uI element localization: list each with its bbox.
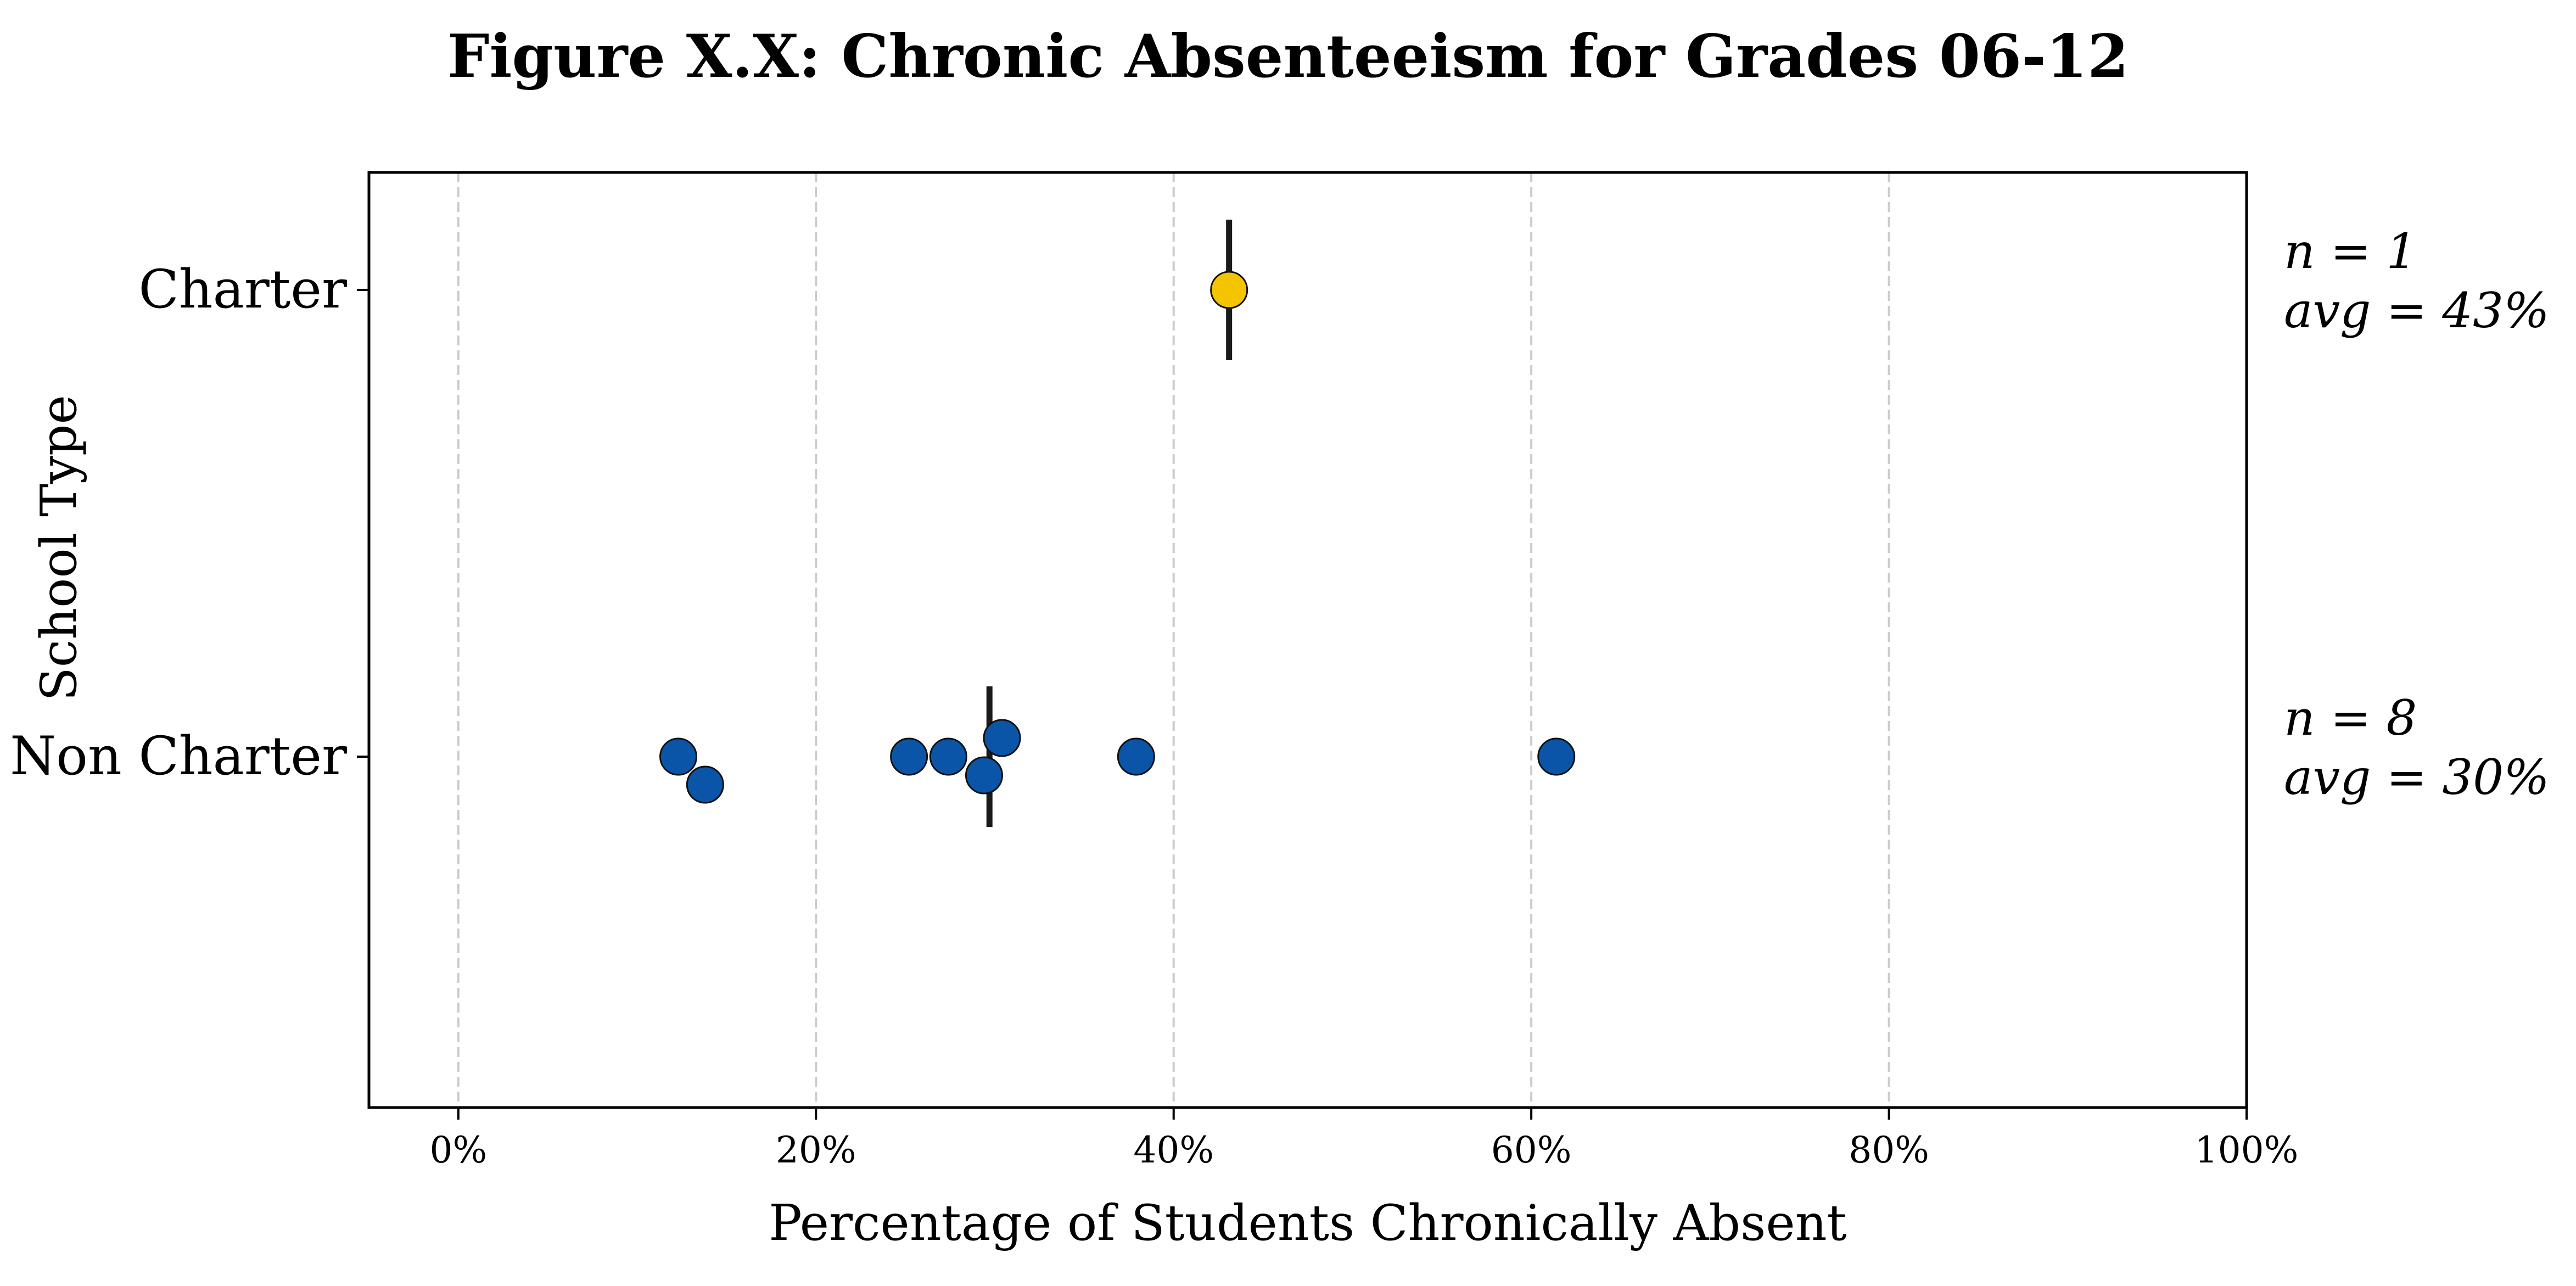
data-point (659, 737, 697, 776)
data-points (659, 271, 1576, 804)
data-point (1537, 737, 1576, 776)
x-axis-ticks: 0% 20% 40% 60% 80% 100% (429, 1108, 2298, 1171)
x-axis-label: Percentage of Students Chronically Absen… (769, 1194, 1846, 1252)
count-annotation: n = 1 (2284, 223, 2417, 279)
count-annotation: n = 8 (2284, 690, 2417, 746)
data-point (890, 737, 928, 776)
y-tick-label: Non Charter (10, 725, 347, 787)
mean-markers (986, 220, 1233, 827)
y-axis-ticks: Charter Non Charter (10, 259, 369, 787)
data-point (1210, 271, 1248, 309)
data-point (983, 719, 1021, 757)
y-tick-label: Charter (138, 259, 347, 320)
x-tick-label: 100% (2195, 1129, 2299, 1171)
x-tick-label: 20% (776, 1129, 856, 1171)
data-point (929, 737, 967, 776)
data-point (686, 765, 724, 804)
x-tick-label: 40% (1133, 1129, 1214, 1171)
plot-area-frame (367, 171, 2248, 1109)
grid-lines (457, 172, 2248, 1108)
average-annotation: avg = 30% (2284, 749, 2550, 806)
x-tick-label: 60% (1491, 1129, 1572, 1171)
y-axis-label: School Type (30, 395, 88, 701)
x-tick-label: 80% (1849, 1129, 1929, 1171)
x-tick-label: 0% (429, 1129, 487, 1171)
chart-title: Figure X.X: Chronic Absenteeism for Grad… (447, 22, 2129, 91)
data-point (1117, 737, 1155, 776)
data-point (965, 756, 1003, 795)
average-annotation: avg = 43% (2284, 282, 2550, 339)
